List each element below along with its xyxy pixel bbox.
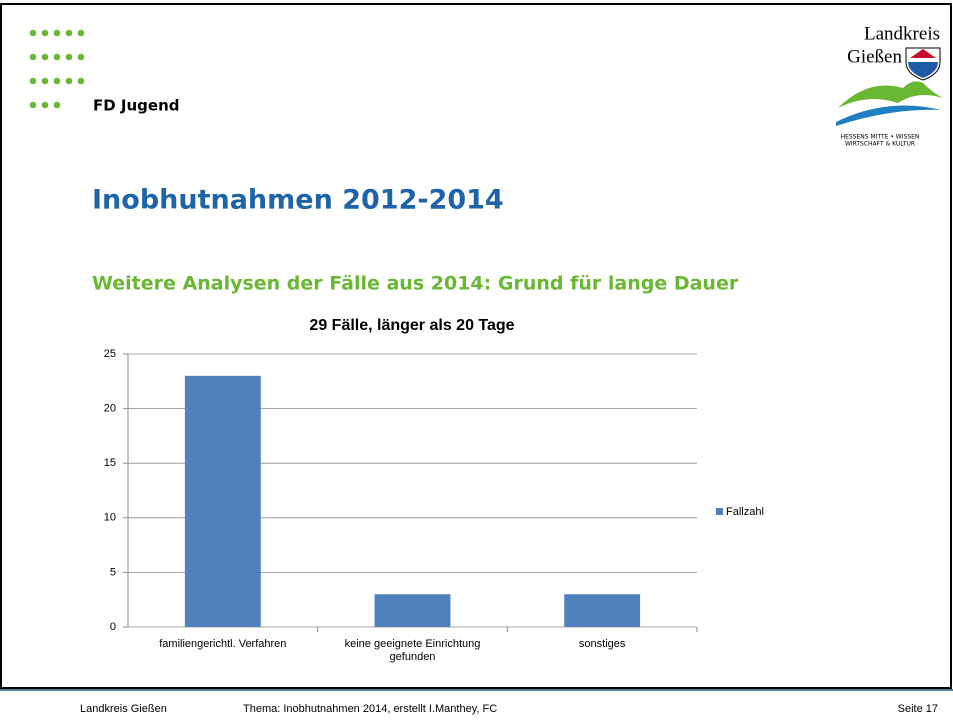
logo-shield <box>905 47 941 81</box>
logo-swoosh <box>836 105 941 126</box>
y-tick-label: 0 <box>110 621 116 633</box>
y-tick-label: 20 <box>104 403 116 415</box>
slide-title: Inobhutnahmen 2012-2014 <box>92 185 504 216</box>
footer-right: Seite 17 <box>898 703 938 715</box>
logo-text: Gießen <box>847 46 902 67</box>
x-tick-label: familiengerichtl. Verfahren <box>159 638 287 650</box>
footer-left: Landkreis Gießen <box>80 703 167 715</box>
logo-tagline: HESSENS MITTE • WISSEN <box>841 134 920 141</box>
y-tick-label: 10 <box>104 512 116 524</box>
slide-subtitle: Weitere Analysen der Fälle aus 2014: Gru… <box>92 273 739 295</box>
bar <box>564 594 641 627</box>
dots <box>29 29 85 109</box>
logo-text: Landkreis <box>864 23 940 44</box>
bar <box>184 375 261 627</box>
footer-center: Thema: Inobhutnahmen 2014, erstellt I.Ma… <box>243 703 497 715</box>
legend-swatch <box>716 508 723 515</box>
logo-tagline: WIRTSCHAFT & KULTUR <box>845 141 915 148</box>
x-tick-label: keine geeignete Einrichtung gefunden <box>344 638 481 663</box>
bar <box>374 594 451 627</box>
y-tick-label: 15 <box>104 457 116 469</box>
y-tick-label: 25 <box>104 348 116 360</box>
chart-title: 29 Fälle, länger als 20 Tage <box>309 317 514 334</box>
y-tick-label: 5 <box>110 566 116 578</box>
legend-label: Fallzahl <box>726 506 764 518</box>
logo-swoosh <box>838 81 943 108</box>
slide-border <box>0 3 952 689</box>
department: FD Jugend <box>93 97 180 115</box>
x-tick-label: sonstiges <box>578 638 626 650</box>
